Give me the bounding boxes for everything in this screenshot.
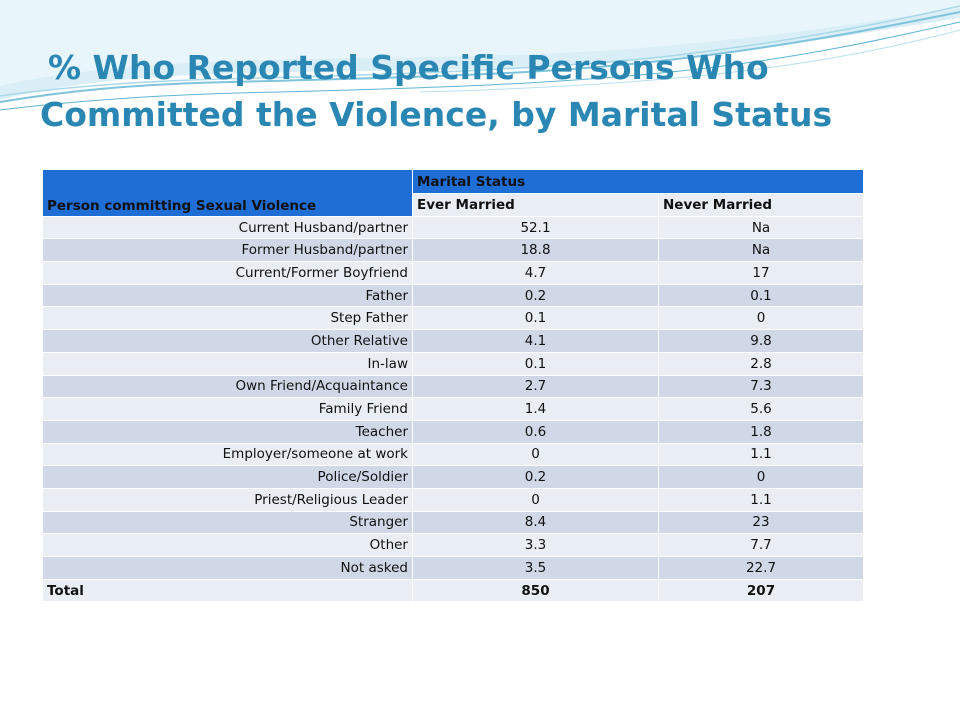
row-label-cell: Own Friend/Acquaintance [42, 374, 413, 399]
ever-married-cell: 3.3 [412, 533, 659, 557]
ever-married-cell: 0.1 [412, 306, 659, 331]
table-row: Current Husband/partner 52.1 Na [42, 215, 865, 240]
never-married-cell: 22.7 [657, 556, 865, 580]
row-label-cell: Priest/Religious Leader [42, 487, 413, 512]
ever-married-cell: 2.7 [412, 374, 659, 399]
slide-title: % Who Reported Specific Persons Who Comm… [40, 44, 940, 138]
never-married-cell: 0 [657, 465, 865, 489]
ever-married-cell: 52.1 [412, 215, 659, 240]
col-header-never-married: Never Married [657, 193, 865, 217]
table-row: Former Husband/partner 18.8 Na [42, 238, 865, 263]
table-total-row: Total 850 207 [42, 578, 865, 603]
row-label-cell: Current/Former Boyfriend [42, 261, 413, 285]
wave-fill-mid [0, 0, 960, 86]
never-married-cell: 17 [657, 261, 865, 285]
table-row: Step Father 0.1 0 [42, 306, 865, 331]
row-label-cell: Step Father [42, 306, 413, 331]
table-row: Police/Soldier 0.2 0 [42, 465, 865, 489]
wave-line-1 [0, 11, 960, 103]
ever-married-cell: 8.4 [412, 510, 659, 535]
wave-line-4 [419, 29, 960, 93]
never-married-cell: 1.8 [657, 419, 865, 444]
row-label-cell: Total [42, 578, 413, 603]
row-label-cell: Father [42, 283, 413, 308]
slide-title-line-1: % Who Reported Specific Persons Who [48, 48, 769, 87]
ever-married-cell: 0 [412, 442, 659, 467]
never-married-cell: 0.1 [657, 283, 865, 308]
ever-married-cell: 0 [412, 487, 659, 512]
never-married-cell: 7.3 [657, 374, 865, 399]
table-row: Current/Former Boyfriend 4.7 17 [42, 261, 865, 285]
row-label-cell: In-law [42, 351, 413, 376]
table-row: Employer/someone at work 0 1.1 [42, 442, 865, 467]
never-married-cell: 1.1 [657, 442, 865, 467]
table-row: Teacher 0.6 1.8 [42, 419, 865, 444]
row-label-cell: Other [42, 533, 413, 557]
never-married-cell: 2.8 [657, 351, 865, 376]
ever-married-cell: 18.8 [412, 238, 659, 263]
wave-line-3 [0, 21, 960, 111]
row-label-cell: Other Relative [42, 329, 413, 353]
col-header-ever-married: Ever Married [412, 193, 659, 217]
table-row: Not asked 3.5 22.7 [42, 556, 865, 580]
never-married-cell: 7.7 [657, 533, 865, 557]
ever-married-cell: 0.2 [412, 283, 659, 308]
ever-married-cell: 0.6 [412, 419, 659, 444]
row-label-cell: Former Husband/partner [42, 238, 413, 263]
never-married-cell: 5.6 [657, 397, 865, 421]
never-married-cell: Na [657, 238, 865, 263]
ever-married-cell: 4.1 [412, 329, 659, 353]
wave-line-2 [0, 5, 960, 97]
never-married-cell: 1.1 [657, 487, 865, 512]
ever-married-cell: 1.4 [412, 397, 659, 421]
table-row: Other 3.3 7.7 [42, 533, 865, 557]
table-row: In-law 0.1 2.8 [42, 351, 865, 376]
never-married-cell: Na [657, 215, 865, 240]
table-row: Stranger 8.4 23 [42, 510, 865, 535]
ever-married-cell: 0.2 [412, 465, 659, 489]
never-married-cell: 23 [657, 510, 865, 535]
violence-table: Person committing Sexual Violence Marita… [42, 169, 865, 603]
row-label-cell: Family Friend [42, 397, 413, 421]
group-header-cell: Marital Status [411, 169, 865, 194]
ever-married-cell: 3.5 [412, 556, 659, 580]
table-row: Priest/Religious Leader 0 1.1 [42, 487, 865, 512]
row-label-cell: Stranger [42, 510, 413, 535]
never-married-cell: 0 [657, 306, 865, 331]
slide-title-line-2: Committed the Violence, by Marital Statu… [40, 95, 833, 134]
table-row: Own Friend/Acquaintance 2.7 7.3 [42, 374, 865, 399]
row-label-cell: Teacher [42, 419, 413, 444]
ever-married-cell: 4.7 [412, 261, 659, 285]
table-row: Other Relative 4.1 9.8 [42, 329, 865, 353]
ever-married-cell: 850 [412, 578, 659, 603]
row-label-cell: Current Husband/partner [42, 215, 413, 240]
table-row: Family Friend 1.4 5.6 [42, 397, 865, 421]
row-label-cell: Not asked [42, 556, 413, 580]
row-header-cell: Person committing Sexual Violence [42, 169, 413, 217]
ever-married-cell: 0.1 [412, 351, 659, 376]
never-married-cell: 9.8 [657, 329, 865, 353]
row-label-cell: Employer/someone at work [42, 442, 413, 467]
decorative-wave-banner [0, 0, 960, 111]
table-row: Father 0.2 0.1 [42, 283, 865, 308]
table-body: Current Husband/partner 52.1 Na Former Husb… [42, 215, 865, 603]
row-label-cell: Police/Soldier [42, 465, 413, 489]
never-married-cell: 207 [657, 578, 865, 603]
